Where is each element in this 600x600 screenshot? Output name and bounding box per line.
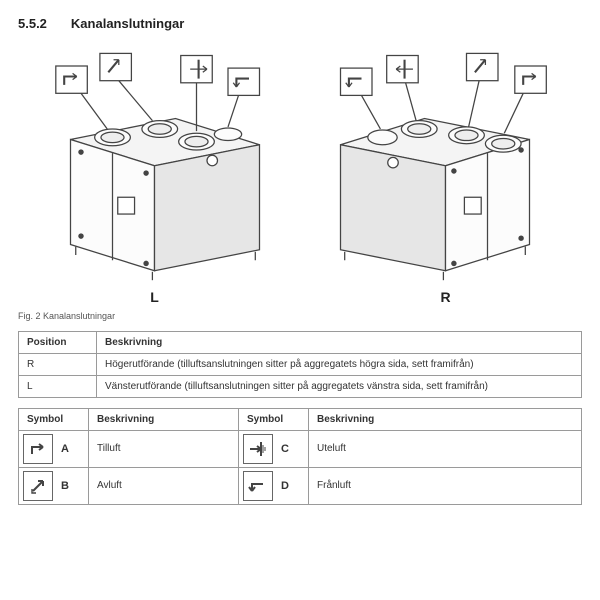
symbol-letter: D (281, 480, 289, 492)
cell-desc: Högerutförande (tilluftsanslutningen sit… (97, 353, 582, 375)
figure-right: R (309, 45, 582, 305)
cell-desc: Uteluft (309, 430, 582, 467)
figure-right-label: R (440, 289, 450, 305)
orientation-table: Position Beskrivning R Högerutförande (t… (18, 331, 582, 398)
table-header-row: Position Beskrivning (19, 331, 582, 353)
col-symbol: Symbol (239, 408, 309, 430)
symbol-letter: A (61, 443, 69, 455)
symbol-cell: D (239, 467, 309, 504)
cell-desc: Tilluft (89, 430, 239, 467)
unit-drawing-left (18, 45, 291, 287)
symbol-cell: A (19, 430, 89, 467)
col-description: Beskrivning (97, 331, 582, 353)
section-title: Kanalanslutningar (71, 16, 184, 31)
col-position: Position (19, 331, 97, 353)
section-heading: 5.5.2 Kanalanslutningar (18, 16, 582, 31)
figure-caption: Fig. 2 Kanalanslutningar (18, 311, 582, 321)
table-row: A Tilluft C Uteluft (19, 430, 582, 467)
franluft-icon (243, 471, 273, 501)
cell-desc: Avluft (89, 467, 239, 504)
tilluft-icon (23, 434, 53, 464)
cell-desc: Frånluft (309, 467, 582, 504)
avluft-icon (23, 471, 53, 501)
table-row: R Högerutförande (tilluftsanslutningen s… (19, 353, 582, 375)
uteluft-icon (243, 434, 273, 464)
cell-desc: Vänsterutförande (tilluftsanslutningen s… (97, 375, 582, 397)
table-header-row: Symbol Beskrivning Symbol Beskrivning (19, 408, 582, 430)
cell-pos: R (19, 353, 97, 375)
unit-drawing-right (309, 45, 582, 287)
figure-left-label: L (150, 289, 159, 305)
symbol-cell: C (239, 430, 309, 467)
col-description: Beskrivning (89, 408, 239, 430)
symbol-cell: B (19, 467, 89, 504)
section-number: 5.5.2 (18, 16, 47, 31)
col-symbol: Symbol (19, 408, 89, 430)
table-row: B Avluft D Frånluft (19, 467, 582, 504)
symbol-letter: B (61, 480, 69, 492)
figure-left: L (18, 45, 291, 305)
figures-row: L (18, 45, 582, 305)
cell-pos: L (19, 375, 97, 397)
col-description: Beskrivning (309, 408, 582, 430)
symbol-table: Symbol Beskrivning Symbol Beskrivning A … (18, 408, 582, 505)
table-row: L Vänsterutförande (tilluftsanslutningen… (19, 375, 582, 397)
symbol-letter: C (281, 443, 289, 455)
